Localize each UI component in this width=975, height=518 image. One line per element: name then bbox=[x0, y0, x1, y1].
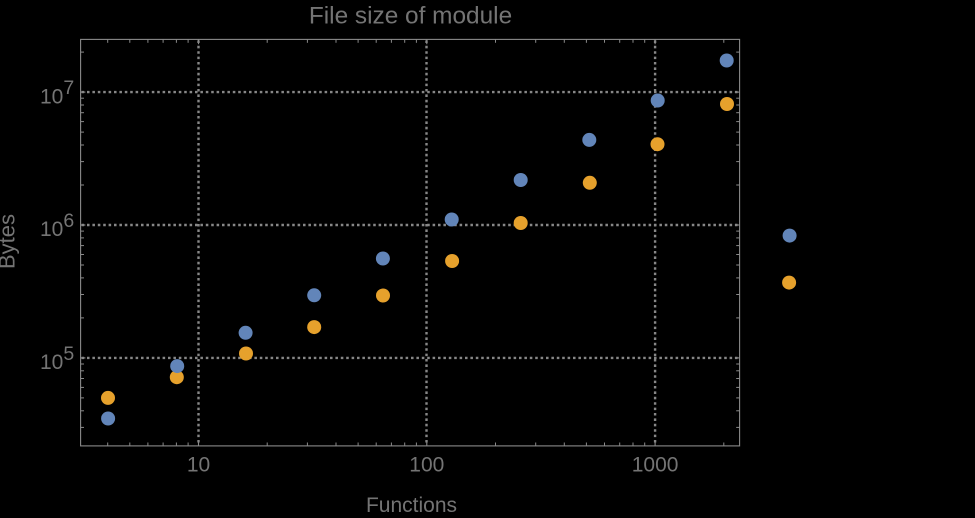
svg-text:10: 10 bbox=[187, 454, 210, 477]
svg-text:File size of module: File size of module bbox=[309, 3, 512, 30]
svg-text:Functions: Functions bbox=[366, 494, 457, 513]
svg-text:Bytes: Bytes bbox=[0, 214, 20, 269]
svg-text:100: 100 bbox=[409, 454, 444, 477]
svg-text:1000: 1000 bbox=[632, 454, 679, 477]
